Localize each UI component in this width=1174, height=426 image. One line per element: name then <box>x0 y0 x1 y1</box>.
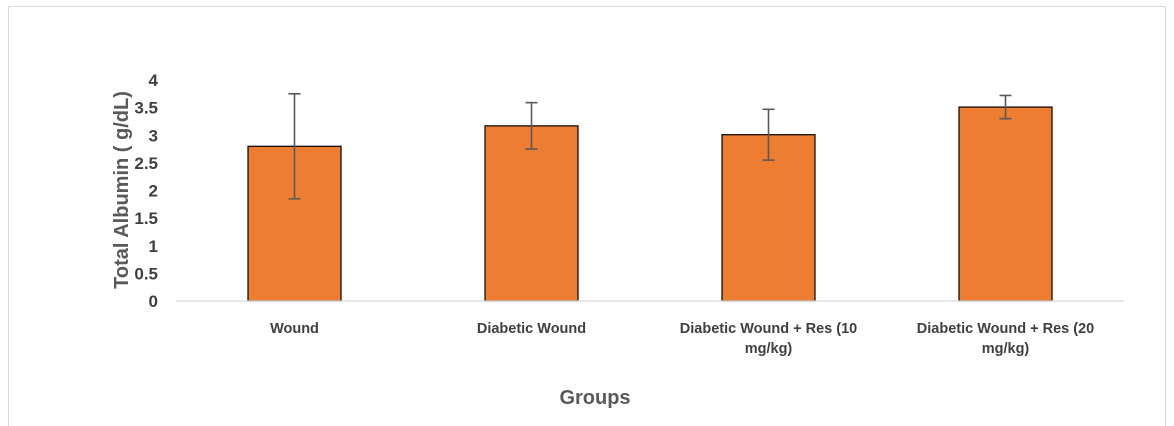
x-category-label-line: Diabetic Wound + Res (10 <box>680 321 857 337</box>
error-bars <box>288 93 1012 200</box>
y-tick-label: 3 <box>149 126 158 145</box>
error-bar <box>762 108 775 161</box>
y-tick-label: 4 <box>149 71 159 90</box>
y-axis-title: Total Albumin ( g/dL) <box>111 91 133 289</box>
x-category-label-line: mg/kg) <box>745 341 793 357</box>
bar <box>958 106 1053 302</box>
bar <box>484 125 579 302</box>
y-tick-label: 1.5 <box>134 209 158 228</box>
y-tick-label: 0 <box>149 292 158 311</box>
y-tick-label: 3.5 <box>134 99 158 118</box>
y-tick-label: 1 <box>149 237 158 256</box>
x-axis-category-labels: Wound Diabetic Wound Diabetic Wound + Res … <box>270 321 1094 357</box>
x-category-label-line: Diabetic Wound <box>477 321 586 337</box>
x-category-label: Wound <box>270 321 319 337</box>
chart-frame <box>8 6 1166 426</box>
error-bar <box>288 93 301 200</box>
y-axis-ticks: 0 0.5 1 1.5 2 2.5 3 3.5 4 <box>134 71 158 311</box>
x-category-label-line: Diabetic Wound + Res (20 <box>917 321 1094 337</box>
x-axis-title: Groups <box>559 387 630 409</box>
bars <box>247 106 1053 302</box>
x-category-label: Diabetic Wound <box>477 321 586 337</box>
bar <box>721 134 816 302</box>
x-category-label: Diabetic Wound + Res (20 mg/kg) <box>917 321 1094 357</box>
error-bar <box>525 101 538 150</box>
x-category-label-line: Wound <box>270 321 319 337</box>
x-category-label-line: mg/kg) <box>982 341 1030 357</box>
y-tick-label: 2 <box>149 182 158 201</box>
error-bar <box>999 94 1012 120</box>
y-tick-label: 2.5 <box>134 154 158 173</box>
y-tick-label: 0.5 <box>134 264 158 283</box>
x-category-label: Diabetic Wound + Res (10 mg/kg) <box>680 321 857 357</box>
